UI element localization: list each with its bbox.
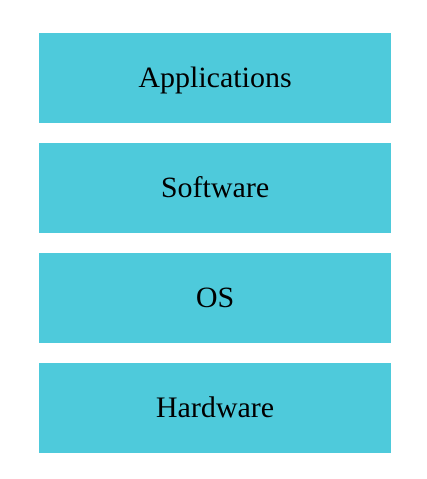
layer-label: Applications	[138, 61, 292, 94]
layer-label: Software	[160, 171, 270, 204]
layer-os: OS	[39, 253, 391, 343]
layer-label: Hardware	[155, 391, 275, 424]
layer-applications: Applications	[39, 33, 391, 123]
layer-hardware: Hardware	[39, 363, 391, 453]
layer-stack-diagram: Applications Software OS Hardware	[39, 33, 391, 453]
layer-label: OS	[195, 281, 235, 314]
layer-software: Software	[39, 143, 391, 233]
